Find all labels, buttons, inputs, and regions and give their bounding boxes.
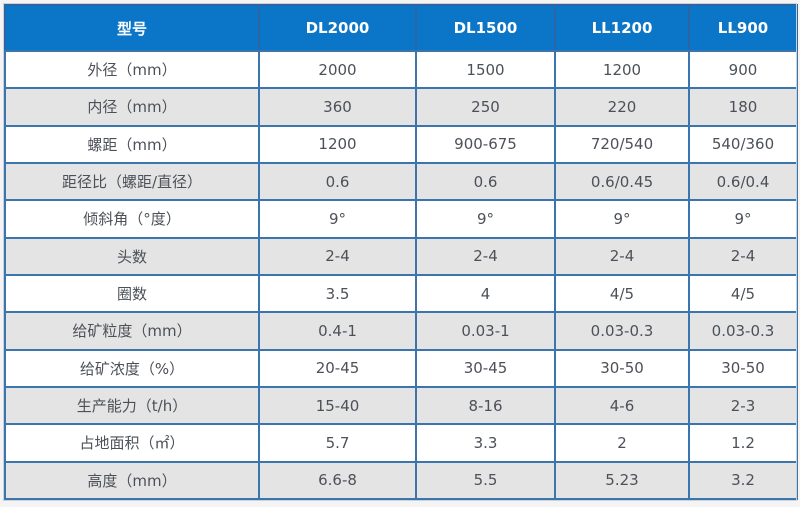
spec-value-cell: 3.3 [415, 423, 556, 463]
spec-value-cell: 2000 [258, 49, 417, 90]
spec-label-cell: 螺距（mm） [4, 124, 260, 164]
spec-label-cell: 内径（mm） [4, 87, 260, 127]
spec-value-cell: 4/5 [554, 273, 690, 314]
table-row: 距径比（螺距/直径） 0.6 0.6 0.6/0.45 0.6/0.4 [4, 161, 798, 202]
spec-value-cell: 900 [688, 49, 798, 90]
spec-value-cell: 250 [415, 87, 556, 127]
table-row: 占地面积（㎡） 5.7 3.3 2 1.2 [4, 423, 798, 463]
table-row: 内径（mm） 360 250 220 180 [4, 87, 798, 127]
spec-value-cell: 0.4-1 [258, 311, 417, 351]
spec-value-cell: 2-4 [258, 236, 417, 276]
spec-value-cell: 900-675 [415, 124, 556, 164]
spec-label-cell: 给矿浓度（%） [4, 348, 260, 388]
spec-value-cell: 9° [688, 199, 798, 239]
header-row: 型号 DL2000 DL1500 LL1200 LL900 [4, 4, 798, 52]
header-cell-model-dl1500: DL1500 [415, 4, 556, 52]
spec-label-cell: 高度（mm） [4, 460, 260, 501]
spec-table-container: 型号 DL2000 DL1500 LL1200 LL900 外径（mm） 200… [3, 3, 798, 501]
table-row: 圈数 3.5 4 4/5 4/5 [4, 273, 798, 314]
spec-value-cell: 9° [554, 199, 690, 239]
spec-value-cell: 1200 [554, 49, 690, 90]
table-row: 给矿粒度（mm） 0.4-1 0.03-1 0.03-0.3 0.03-0.3 [4, 311, 798, 351]
spec-value-cell: 2-3 [688, 385, 798, 426]
spec-value-cell: 5.7 [258, 423, 417, 463]
spec-value-cell: 0.6/0.4 [688, 161, 798, 202]
spec-value-cell: 6.6-8 [258, 460, 417, 501]
table-row: 螺距（mm） 1200 900-675 720/540 540/360 [4, 124, 798, 164]
spec-value-cell: 1.2 [688, 423, 798, 463]
spec-value-cell: 180 [688, 87, 798, 127]
spec-label-cell: 距径比（螺距/直径） [4, 161, 260, 202]
spec-label-cell: 占地面积（㎡） [4, 423, 260, 463]
spec-value-cell: 2-4 [415, 236, 556, 276]
spec-value-cell: 1500 [415, 49, 556, 90]
spec-value-cell: 2 [554, 423, 690, 463]
spec-value-cell: 540/360 [688, 124, 798, 164]
spec-label-cell: 倾斜角（°度） [4, 199, 260, 239]
spec-value-cell: 15-40 [258, 385, 417, 426]
spec-value-cell: 20-45 [258, 348, 417, 388]
spec-value-cell: 720/540 [554, 124, 690, 164]
spec-table-header: 型号 DL2000 DL1500 LL1200 LL900 [4, 4, 798, 52]
spec-value-cell: 0.6 [258, 161, 417, 202]
spec-value-cell: 0.6 [415, 161, 556, 202]
spec-value-cell: 4-6 [554, 385, 690, 426]
spec-value-cell: 30-50 [554, 348, 690, 388]
spec-value-cell: 9° [415, 199, 556, 239]
header-cell-model-ll900: LL900 [688, 4, 798, 52]
header-cell-model-ll1200: LL1200 [554, 4, 690, 52]
table-row: 倾斜角（°度） 9° 9° 9° 9° [4, 199, 798, 239]
spec-value-cell: 5.23 [554, 460, 690, 501]
table-row: 头数 2-4 2-4 2-4 2-4 [4, 236, 798, 276]
spec-value-cell: 2-4 [554, 236, 690, 276]
header-cell-model-label: 型号 [4, 4, 260, 52]
spec-value-cell: 0.03-0.3 [688, 311, 798, 351]
spec-value-cell: 3.5 [258, 273, 417, 314]
spec-value-cell: 1200 [258, 124, 417, 164]
spec-label-cell: 生产能力（t/h） [4, 385, 260, 426]
spec-table: 型号 DL2000 DL1500 LL1200 LL900 外径（mm） 200… [4, 4, 798, 501]
spec-value-cell: 3.2 [688, 460, 798, 501]
spec-value-cell: 360 [258, 87, 417, 127]
spec-label-cell: 头数 [4, 236, 260, 276]
spec-value-cell: 30-45 [415, 348, 556, 388]
spec-value-cell: 8-16 [415, 385, 556, 426]
spec-value-cell: 5.5 [415, 460, 556, 501]
spec-value-cell: 2-4 [688, 236, 798, 276]
header-cell-model-dl2000: DL2000 [258, 4, 417, 52]
table-row: 高度（mm） 6.6-8 5.5 5.23 3.2 [4, 460, 798, 501]
spec-value-cell: 0.03-1 [415, 311, 556, 351]
spec-table-body: 外径（mm） 2000 1500 1200 900 内径（mm） 360 250… [4, 49, 798, 501]
table-row: 给矿浓度（%） 20-45 30-45 30-50 30-50 [4, 348, 798, 388]
spec-value-cell: 220 [554, 87, 690, 127]
spec-label-cell: 外径（mm） [4, 49, 260, 90]
spec-value-cell: 30-50 [688, 348, 798, 388]
spec-label-cell: 圈数 [4, 273, 260, 314]
spec-label-cell: 给矿粒度（mm） [4, 311, 260, 351]
spec-value-cell: 0.6/0.45 [554, 161, 690, 202]
table-row: 外径（mm） 2000 1500 1200 900 [4, 49, 798, 90]
table-row: 生产能力（t/h） 15-40 8-16 4-6 2-3 [4, 385, 798, 426]
spec-value-cell: 9° [258, 199, 417, 239]
spec-value-cell: 4 [415, 273, 556, 314]
spec-value-cell: 0.03-0.3 [554, 311, 690, 351]
spec-value-cell: 4/5 [688, 273, 798, 314]
